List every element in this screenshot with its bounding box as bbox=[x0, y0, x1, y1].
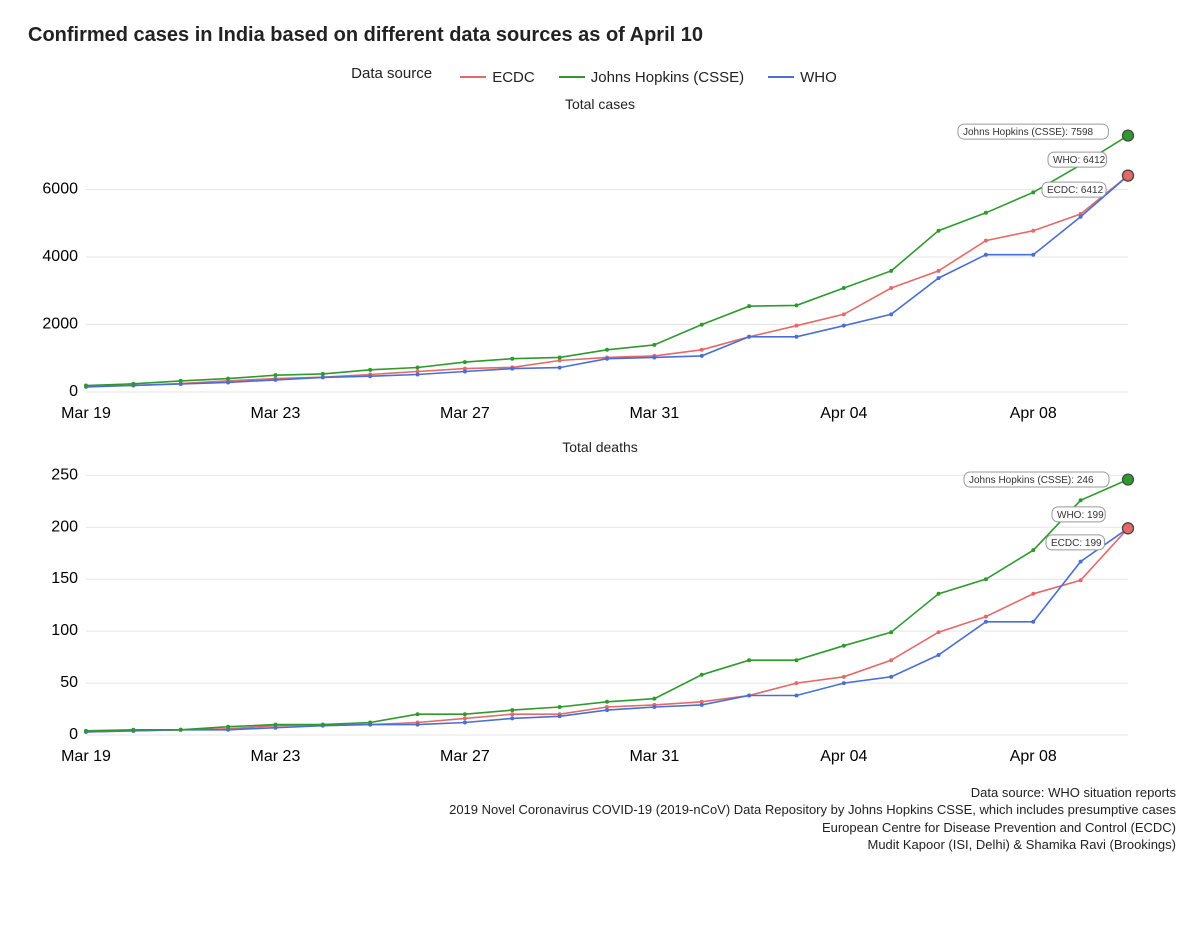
svg-text:Apr 04: Apr 04 bbox=[820, 405, 867, 422]
legend-label-who: WHO bbox=[800, 69, 837, 86]
legend-swatch-ecdc bbox=[460, 76, 486, 78]
svg-text:Mar 27: Mar 27 bbox=[440, 748, 490, 765]
footer-line: 2019 Novel Coronavirus COVID-19 (2019-nC… bbox=[24, 801, 1176, 819]
legend-label-ecdc: ECDC bbox=[492, 69, 535, 86]
svg-text:Mar 19: Mar 19 bbox=[61, 748, 111, 765]
panels-container: Total cases0200040006000Mar 19Mar 23Mar … bbox=[24, 96, 1176, 776]
svg-text:Mar 19: Mar 19 bbox=[61, 405, 111, 422]
footer-line: European Centre for Disease Prevention a… bbox=[24, 819, 1176, 837]
svg-text:Mar 31: Mar 31 bbox=[629, 748, 679, 765]
svg-text:100: 100 bbox=[51, 622, 78, 639]
chart-svg-deaths: 0 50 100 150 200 250 Mar 19 Mar 23 Mar 27 Mar 31 A… bbox=[24, 457, 1176, 771]
footer-line: Data source: WHO situation reports bbox=[24, 784, 1176, 802]
svg-text:0: 0 bbox=[69, 383, 78, 400]
svg-text:150: 150 bbox=[51, 570, 78, 587]
svg-text:0: 0 bbox=[69, 726, 78, 743]
svg-text:Apr 08: Apr 08 bbox=[1010, 405, 1057, 422]
chart-svg-cases: 0 2000 4000 6000 Mar 19 Mar 23 Mar 27 Mar 31 Apr… bbox=[24, 114, 1176, 428]
legend-label-jhu: Johns Hopkins (CSSE) bbox=[591, 69, 744, 86]
svg-text:200: 200 bbox=[51, 518, 78, 535]
svg-text:Mar 23: Mar 23 bbox=[251, 748, 301, 765]
legend-item-jhu: Johns Hopkins (CSSE) bbox=[559, 69, 744, 86]
svg-text:Apr 04: Apr 04 bbox=[820, 748, 867, 765]
svg-text:6000: 6000 bbox=[42, 180, 78, 197]
panel-title-cases: Total cases bbox=[24, 96, 1176, 112]
chart-title: Confirmed cases in India based on differ… bbox=[28, 24, 1176, 47]
svg-text:ECDC: 6412: ECDC: 6412 bbox=[1047, 185, 1104, 196]
svg-text:Apr 08: Apr 08 bbox=[1010, 748, 1057, 765]
svg-text:WHO: 199: WHO: 199 bbox=[1057, 509, 1104, 520]
svg-text:Johns Hopkins (CSSE): 7598: Johns Hopkins (CSSE): 7598 bbox=[963, 127, 1094, 138]
legend: Data source ECDC Johns Hopkins (CSSE) WHO bbox=[24, 65, 1176, 86]
svg-text:2000: 2000 bbox=[42, 315, 78, 332]
svg-text:WHO: 6412: WHO: 6412 bbox=[1053, 155, 1106, 166]
footer-credits: Data source: WHO situation reports2019 N… bbox=[24, 784, 1176, 854]
chart-deaths: 0 50 100 150 200 250 Mar 19 Mar 23 Mar 27 Mar 31 A… bbox=[24, 457, 1176, 776]
svg-text:ECDC: 199: ECDC: 199 bbox=[1051, 537, 1102, 548]
footer-line: Mudit Kapoor (ISI, Delhi) & Shamika Ravi… bbox=[24, 836, 1176, 854]
legend-swatch-who bbox=[768, 76, 794, 78]
svg-text:4000: 4000 bbox=[42, 248, 78, 265]
panel-title-deaths: Total deaths bbox=[24, 439, 1176, 455]
legend-title: Data source bbox=[351, 65, 432, 82]
svg-text:Mar 27: Mar 27 bbox=[440, 405, 490, 422]
svg-text:50: 50 bbox=[60, 674, 78, 691]
chart-cases: 0 2000 4000 6000 Mar 19 Mar 23 Mar 27 Mar 31 Apr… bbox=[24, 114, 1176, 433]
legend-item-who: WHO bbox=[768, 69, 837, 86]
legend-swatch-jhu bbox=[559, 76, 585, 78]
legend-item-ecdc: ECDC bbox=[460, 69, 535, 86]
svg-text:Mar 23: Mar 23 bbox=[251, 405, 301, 422]
page: Confirmed cases in India based on differ… bbox=[0, 0, 1200, 945]
svg-text:Johns Hopkins (CSSE): 246: Johns Hopkins (CSSE): 246 bbox=[969, 475, 1094, 486]
svg-text:250: 250 bbox=[51, 466, 78, 483]
svg-text:Mar 31: Mar 31 bbox=[629, 405, 679, 422]
